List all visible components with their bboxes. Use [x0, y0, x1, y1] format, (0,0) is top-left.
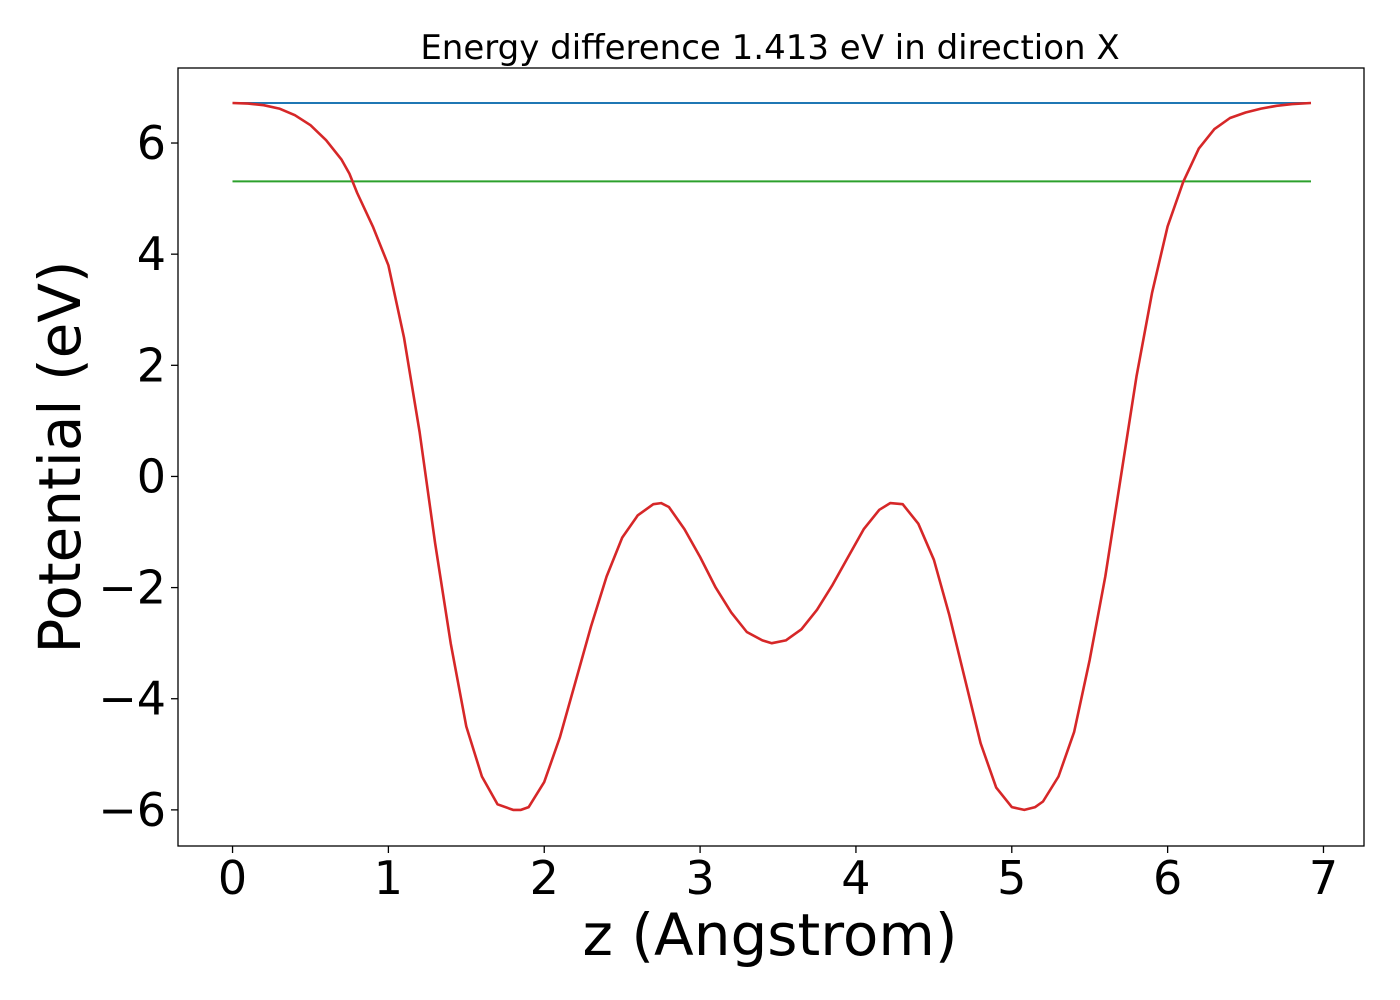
plot-frame — [177, 67, 1365, 847]
x-tick-label-5: 5 — [997, 851, 1026, 905]
y-axis-label: Potential (eV) — [26, 260, 94, 653]
y-tick-label-2: −2 — [98, 561, 166, 615]
series-line-2 — [232, 101, 1312, 812]
y-tick-label-1: −4 — [98, 672, 166, 726]
x-tick-label-6: 6 — [1153, 851, 1182, 905]
x-axis-label: z (Angstrom) — [583, 901, 958, 969]
x-tick-label-7: 7 — [1309, 851, 1338, 905]
x-tick-label-4: 4 — [841, 851, 870, 905]
x-axis: 0 1 2 3 4 5 6 7 — [218, 846, 1338, 905]
plot-lines — [232, 101, 1312, 812]
y-axis: −6 −4 −2 0 2 4 6 — [98, 116, 178, 837]
x-tick-label-1: 1 — [374, 851, 403, 905]
y-tick-label-5: 4 — [137, 227, 166, 281]
y-tick-label-0: −6 — [98, 783, 166, 837]
y-tick-label-3: 0 — [137, 449, 166, 503]
x-tick-label-2: 2 — [530, 851, 559, 905]
y-tick-label-4: 2 — [137, 338, 166, 392]
x-tick-label-0: 0 — [218, 851, 247, 905]
y-tick-label-6: 6 — [137, 116, 166, 170]
chart-title: Energy difference 1.413 eV in direction … — [420, 28, 1119, 68]
x-tick-label-3: 3 — [685, 851, 714, 905]
